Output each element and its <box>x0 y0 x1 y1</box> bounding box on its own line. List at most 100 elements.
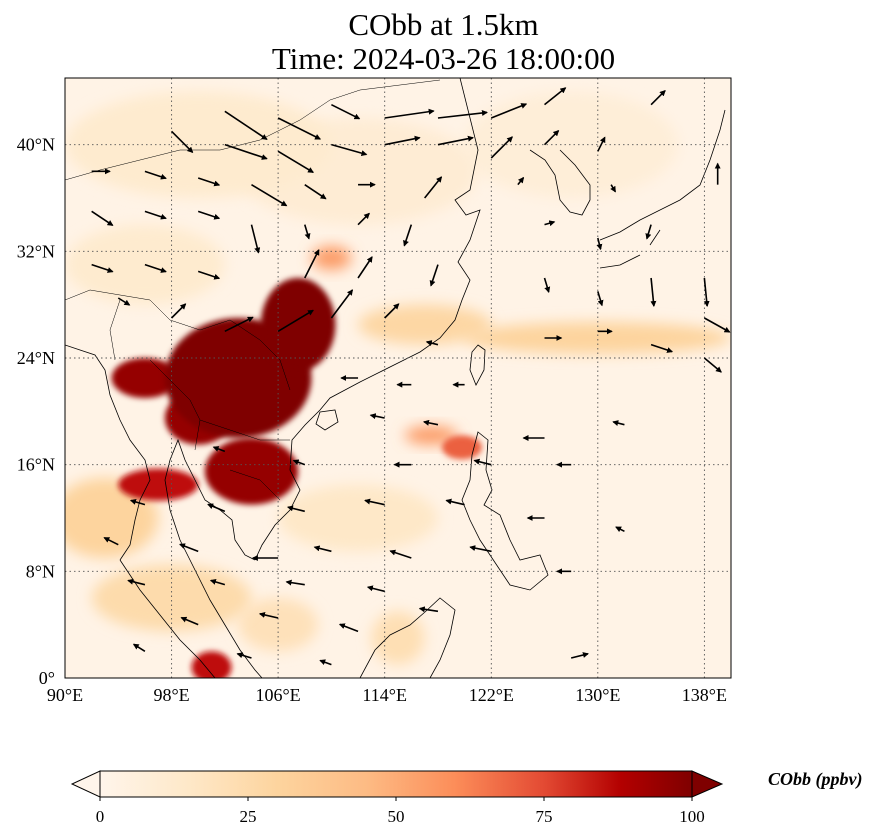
wind-arrow <box>258 612 279 619</box>
wind-arrow <box>303 224 311 240</box>
wind-arrow <box>650 343 674 353</box>
lat-tick-24n: 24°N <box>17 348 55 368</box>
wind-arrow <box>319 659 332 666</box>
wind-arrow <box>180 616 199 626</box>
wind-arrow <box>330 289 354 319</box>
wind-arrow <box>132 643 146 653</box>
wind-arrow <box>127 578 146 586</box>
colorbar-label: CObb (ppbv) <box>768 769 863 789</box>
cobb-plume <box>91 564 252 632</box>
lat-tick-32n: 32°N <box>17 241 55 261</box>
lon-tick-122e: 122°E <box>469 685 514 705</box>
colorbar-extend-max <box>691 770 724 798</box>
wind-arrow <box>429 264 439 287</box>
coastlines <box>65 78 726 678</box>
wind-arrow <box>612 420 625 426</box>
cobb-plume <box>311 246 352 270</box>
lat-tick-labels: 0° 8°N 16°N 24°N 32°N 40°N <box>17 135 55 688</box>
cobb-plume <box>441 435 482 460</box>
lon-tick-138e: 138°E <box>682 685 727 705</box>
cobb-plume <box>371 611 425 665</box>
wind-arrow <box>313 545 332 553</box>
wind-arrow <box>304 249 320 279</box>
colorbar-tick-25: 25 <box>240 807 257 826</box>
wind-arrow <box>197 210 221 220</box>
wind-arrow <box>384 108 435 119</box>
wind-arrow <box>197 270 221 280</box>
lat-tick-0: 0° <box>39 668 55 688</box>
wind-arrow <box>544 220 556 227</box>
wind-arrow <box>490 103 528 119</box>
sumatra-coastline <box>119 559 216 678</box>
wind-arrow <box>597 136 606 152</box>
wind-arrow <box>209 579 226 586</box>
lat-tick-16n: 16°N <box>17 455 55 475</box>
wind-arrow <box>490 136 513 159</box>
wind-arrow <box>650 89 666 106</box>
wind-arrow <box>645 224 652 240</box>
taiwan-coastline <box>469 344 486 386</box>
borneo-coastline <box>359 597 456 678</box>
wind-arrow <box>703 357 722 373</box>
lon-tick-114e: 114°E <box>362 685 407 705</box>
map-frame <box>64 77 732 679</box>
colorbar-tick-100: 100 <box>679 807 705 826</box>
wind-arrow <box>597 291 604 307</box>
cobb-plume <box>118 468 199 501</box>
cobb-plume <box>204 438 299 505</box>
wind-arrow <box>170 303 187 319</box>
cobb-concentration-field <box>65 91 731 678</box>
wind-arrow <box>91 263 114 273</box>
colorbar: 0 25 50 75 100 <box>70 770 724 826</box>
wind-arrow <box>170 130 194 154</box>
wind-arrow <box>403 224 413 247</box>
wind-arrow <box>331 103 361 120</box>
lat-tick-40n: 40°N <box>17 135 55 155</box>
wind-arrow <box>91 210 114 226</box>
cobb-plume <box>238 598 319 652</box>
wind-arrow <box>292 459 306 466</box>
indochina-coastline <box>164 438 263 678</box>
colorbar-ticks <box>99 797 693 801</box>
wind-arrow <box>197 177 221 187</box>
wind-arrow <box>703 277 710 307</box>
wind-arrow <box>212 446 226 453</box>
wind-arrow <box>615 526 625 533</box>
wind-arrow <box>473 458 492 466</box>
wind-arrow <box>207 503 226 513</box>
cobb-plume <box>111 358 179 398</box>
wind-arrow <box>250 224 261 254</box>
wind-arrow <box>236 652 252 659</box>
wind-arrow <box>418 606 439 613</box>
cobb-plume <box>404 426 458 445</box>
wind-arrow <box>437 109 488 119</box>
lon-tick-130e: 130°E <box>575 685 620 705</box>
colorbar-tick-50: 50 <box>388 807 405 826</box>
lon-tick-90e: 90°E <box>47 685 83 705</box>
wind-arrow <box>103 536 119 546</box>
wind-arrow <box>364 498 385 506</box>
wind-arrow <box>570 652 589 659</box>
cobb-plume <box>464 322 731 354</box>
wind-arrow <box>425 340 439 346</box>
philippines-coastline <box>461 431 549 591</box>
wind-arrow <box>366 585 385 593</box>
wind-arrow <box>357 256 373 279</box>
wind-arrow <box>384 303 400 319</box>
wind-arrow <box>117 297 131 306</box>
wind-arrow <box>369 413 385 420</box>
wind-arrow <box>224 143 268 160</box>
cobb-plume <box>65 478 159 558</box>
plot-title: CObb at 1.5km <box>348 7 539 42</box>
wind-arrow <box>224 316 254 333</box>
wind-arrow <box>389 549 412 559</box>
wind-arrow <box>517 176 525 186</box>
wind-arrow <box>144 170 167 180</box>
wind-arrow <box>129 499 146 506</box>
wind-vectors <box>91 87 731 666</box>
wind-arrow <box>286 505 305 513</box>
wind-arrow <box>179 543 199 553</box>
wind-arrow <box>144 210 167 220</box>
wind-arrow <box>596 237 603 251</box>
